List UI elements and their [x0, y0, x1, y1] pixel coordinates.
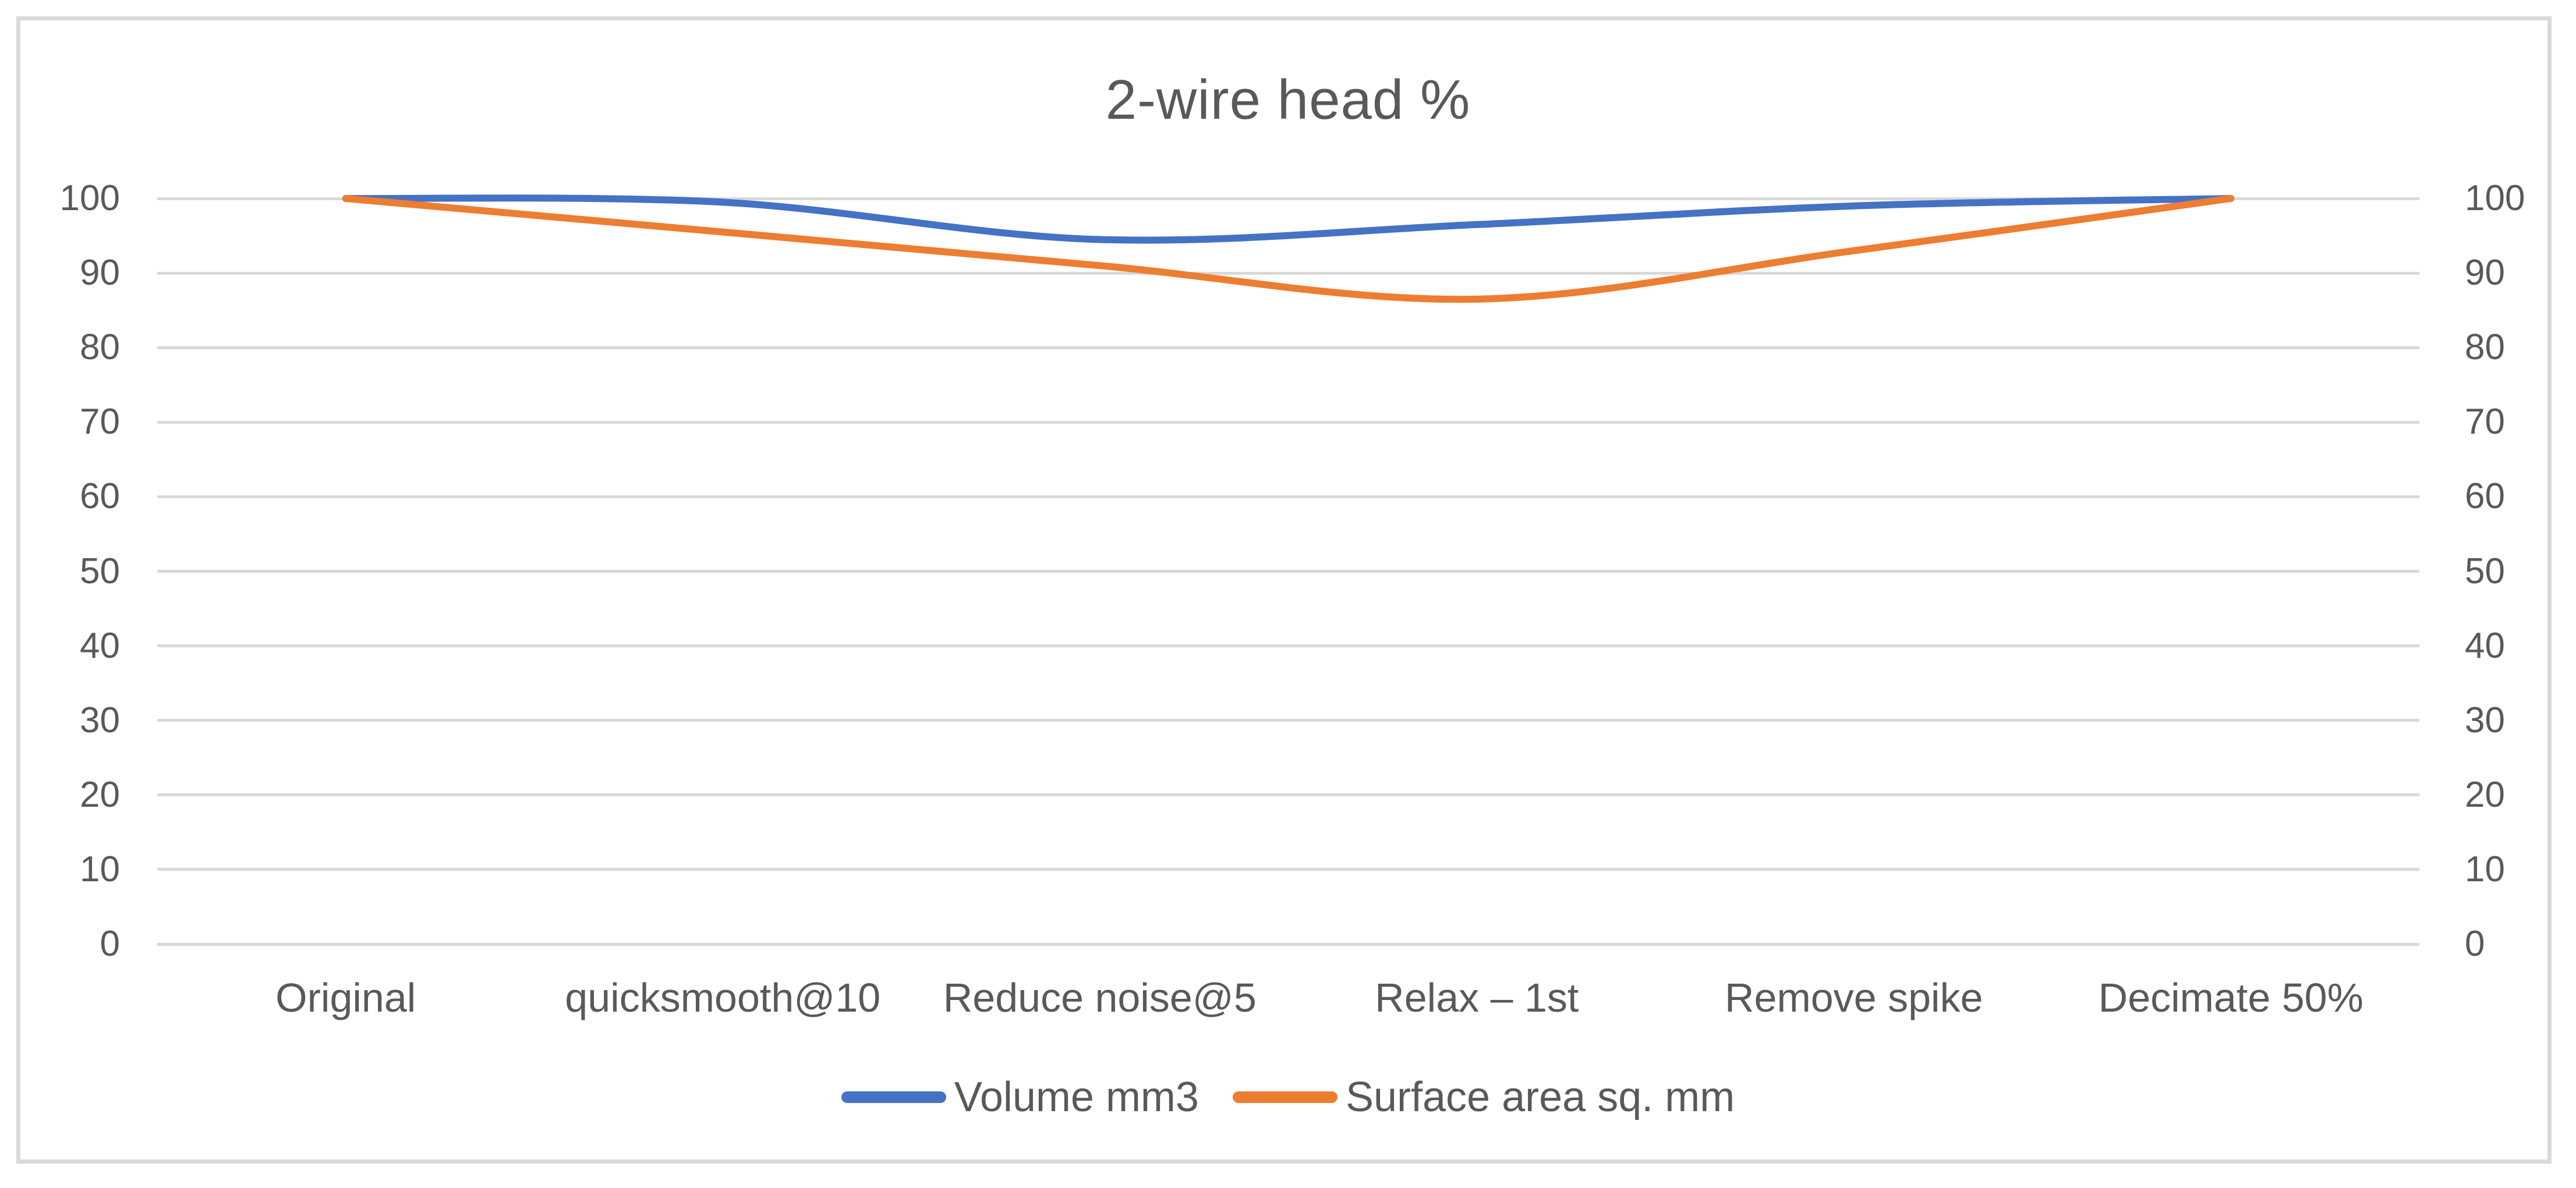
legend-label-volume-mm3: Volume mm3	[954, 1074, 1199, 1120]
y-axis-tick-right-40: 40	[2465, 625, 2505, 666]
gridline-100	[157, 197, 2419, 200]
y-axis-tick-right-0: 0	[2465, 924, 2485, 964]
gridline-20	[157, 793, 2419, 797]
legend-item-surface-area-sq-mm: Surface area sq. mm	[1232, 1071, 1735, 1123]
y-axis-tick-left-20: 20	[80, 774, 120, 815]
y-axis-tick-right-60: 60	[2465, 476, 2505, 517]
series-line-volume-mm3	[342, 194, 2235, 244]
gridline-50	[157, 570, 2419, 573]
gridline-0	[157, 942, 2419, 946]
gridline-10	[157, 868, 2419, 871]
x-axis-label-decimate-50: Decimate 50%	[2098, 975, 2363, 1020]
y-axis-tick-right-50: 50	[2465, 551, 2505, 591]
gridline-80	[157, 346, 2419, 349]
legend-swatch-volume-mm3	[841, 1091, 946, 1103]
legend-item-volume-mm3: Volume mm3	[841, 1071, 1199, 1123]
y-axis-tick-left-60: 60	[80, 476, 120, 517]
x-axis-label-original: Original	[275, 975, 416, 1020]
x-axis-label-quicksmooth-10: quicksmooth@10	[565, 975, 881, 1020]
y-axis-tick-left-90: 90	[80, 253, 120, 293]
y-axis-tick-right-90: 90	[2465, 253, 2505, 293]
x-axis-label-remove-spike: Remove spike	[1724, 975, 1983, 1020]
gridline-90	[157, 271, 2419, 275]
gridline-30	[157, 719, 2419, 722]
gridline-40	[157, 644, 2419, 648]
legend-swatch-surface-area-sq-mm	[1232, 1091, 1337, 1103]
legend: Volume mm3 Surface area sq. mm	[0, 1071, 2576, 1123]
x-axis-label-reduce-noise-5: Reduce noise@5	[943, 975, 1257, 1020]
legend-label-surface-area-sq-mm: Surface area sq. mm	[1345, 1074, 1735, 1120]
chart-border-frame	[16, 16, 2552, 1164]
y-axis-tick-left-40: 40	[80, 625, 120, 666]
y-axis-tick-right-30: 30	[2465, 700, 2505, 740]
y-axis-tick-left-0: 0	[100, 924, 120, 964]
y-axis-tick-right-10: 10	[2465, 849, 2505, 889]
gridline-60	[157, 495, 2419, 498]
y-axis-tick-right-70: 70	[2465, 402, 2505, 442]
y-axis-tick-left-30: 30	[80, 700, 120, 740]
y-axis-tick-left-70: 70	[80, 402, 120, 442]
series-line-surface-area-sq-mm	[342, 195, 2235, 303]
y-axis-tick-left-100: 100	[59, 178, 120, 218]
chart-title: 2-wire head %	[1105, 69, 1471, 131]
x-axis-label-relax-1st: Relax – 1st	[1375, 975, 1579, 1020]
y-axis-tick-right-100: 100	[2465, 178, 2525, 218]
y-axis-tick-left-80: 80	[80, 327, 120, 368]
y-axis-tick-left-10: 10	[80, 849, 120, 889]
y-axis-tick-right-80: 80	[2465, 327, 2505, 368]
gridline-70	[157, 420, 2419, 424]
y-axis-tick-right-20: 20	[2465, 774, 2505, 815]
y-axis-tick-left-50: 50	[80, 551, 120, 591]
